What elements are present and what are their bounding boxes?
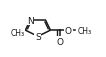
Text: O: O <box>65 26 72 35</box>
Text: CH₃: CH₃ <box>11 29 25 38</box>
Text: N: N <box>27 16 33 25</box>
Text: CH₃: CH₃ <box>77 26 92 35</box>
Text: S: S <box>35 32 41 41</box>
Text: O: O <box>57 37 64 46</box>
